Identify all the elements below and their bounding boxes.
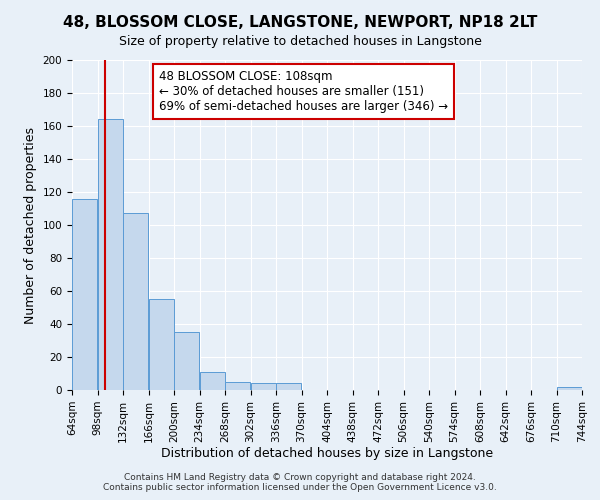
Bar (123, 214, 148, 390)
Bar (225, 382, 250, 390)
Text: 48, BLOSSOM CLOSE, LANGSTONE, NEWPORT, NP18 2LT: 48, BLOSSOM CLOSE, LANGSTONE, NEWPORT, N… (63, 15, 537, 30)
Bar (200, 372, 225, 390)
Bar (149, 299, 174, 390)
Bar (276, 384, 301, 390)
Bar (98, 120, 123, 390)
Bar (72, 198, 97, 390)
Bar (251, 384, 276, 390)
Bar (557, 386, 582, 390)
Bar (174, 332, 199, 390)
X-axis label: Distribution of detached houses by size in Langstone: Distribution of detached houses by size … (161, 448, 493, 460)
Text: Contains HM Land Registry data © Crown copyright and database right 2024.
Contai: Contains HM Land Registry data © Crown c… (103, 473, 497, 492)
Y-axis label: Number of detached properties: Number of detached properties (24, 126, 37, 324)
Text: 48 BLOSSOM CLOSE: 108sqm
← 30% of detached houses are smaller (151)
69% of semi-: 48 BLOSSOM CLOSE: 108sqm ← 30% of detach… (158, 70, 448, 113)
Text: Size of property relative to detached houses in Langstone: Size of property relative to detached ho… (119, 35, 481, 48)
